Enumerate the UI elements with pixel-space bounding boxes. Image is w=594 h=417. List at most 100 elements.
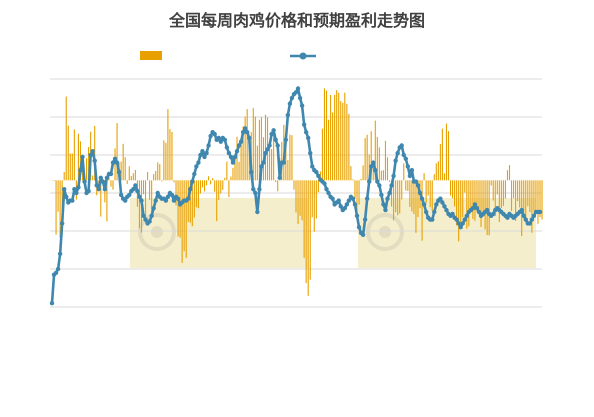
price-point <box>278 176 282 180</box>
profit-bar <box>210 180 211 184</box>
price-point <box>133 183 137 187</box>
profit-bar <box>180 180 181 237</box>
profit-bar <box>535 180 536 210</box>
profit-bar <box>397 180 398 215</box>
profit-bar <box>255 116 256 180</box>
price-point <box>442 204 446 208</box>
price-point <box>235 149 239 153</box>
profit-bar <box>72 153 73 180</box>
profit-bar <box>422 180 423 240</box>
profit-bar <box>468 180 469 226</box>
price-point <box>190 179 194 183</box>
profit-bar <box>314 180 315 231</box>
price-point <box>82 179 86 183</box>
profit-bar <box>383 170 384 180</box>
price-point <box>408 174 412 178</box>
price-point <box>58 252 62 256</box>
profit-bar <box>53 180 54 181</box>
price-point <box>294 90 298 94</box>
price-point <box>263 151 267 155</box>
price-point <box>255 210 259 214</box>
profit-bar <box>507 170 508 180</box>
profit-bar <box>426 180 427 203</box>
price-point <box>237 143 241 147</box>
price-point <box>389 183 393 187</box>
price-point <box>251 187 255 191</box>
price-point <box>444 208 448 212</box>
profit-bar <box>533 180 534 210</box>
price-point <box>93 159 97 163</box>
profit-bar <box>293 180 294 189</box>
price-point <box>477 210 481 214</box>
price-point <box>99 176 103 180</box>
profit-bar <box>66 96 67 180</box>
price-point <box>416 183 420 187</box>
profit-bar <box>173 180 174 182</box>
profit-bar <box>505 180 506 198</box>
price-point <box>62 187 66 191</box>
profit-bar <box>342 103 343 181</box>
price-point <box>308 151 312 155</box>
price-point <box>461 221 465 225</box>
profit-bar <box>257 146 258 181</box>
price-point <box>438 197 442 201</box>
profit-bar <box>112 180 113 189</box>
profit-bar <box>513 180 514 198</box>
profit-bar <box>470 180 471 208</box>
price-point <box>131 187 135 191</box>
profit-bar <box>208 176 209 180</box>
profit-bar <box>56 180 57 234</box>
profit-bar <box>446 124 447 181</box>
profit-bar <box>464 180 465 192</box>
profit-bar <box>531 180 532 232</box>
profit-bar <box>389 180 390 182</box>
price-point <box>247 136 251 140</box>
profit-bar <box>169 129 170 180</box>
profit-bar <box>289 135 290 181</box>
price-point <box>241 130 245 134</box>
price-point <box>410 168 414 172</box>
price-point <box>330 197 334 201</box>
profit-bar <box>462 180 463 217</box>
profit-bar <box>171 132 172 180</box>
price-point <box>371 160 375 164</box>
profit-bar <box>302 180 303 220</box>
price-point <box>101 179 105 183</box>
price-point <box>204 151 208 155</box>
profit-bar <box>529 180 530 212</box>
profit-bar <box>265 115 266 181</box>
profit-bar <box>182 180 183 263</box>
profit-bar <box>291 135 292 180</box>
profit-bar <box>163 140 164 180</box>
profit-bar <box>434 174 435 180</box>
price-point <box>351 197 355 201</box>
price-point <box>56 267 60 271</box>
profit-bar <box>452 180 453 198</box>
price-point <box>456 221 460 225</box>
price-point <box>151 206 155 210</box>
price-point <box>196 160 200 164</box>
price-point <box>377 183 381 187</box>
profit-bar <box>135 170 136 180</box>
price-point <box>282 160 286 164</box>
profit-bar <box>230 177 231 181</box>
profit-bar <box>340 101 341 180</box>
legend <box>140 51 316 60</box>
price-point <box>86 189 90 193</box>
price-point <box>302 122 306 126</box>
profit-bar <box>395 180 396 212</box>
price-point <box>310 164 314 168</box>
profit-bar <box>440 144 441 180</box>
price-point <box>306 136 310 140</box>
price-point <box>271 128 275 132</box>
price-point <box>265 147 269 151</box>
profit-bar <box>277 180 278 191</box>
profit-bar <box>350 166 351 180</box>
price-point <box>194 164 198 168</box>
price-point <box>273 138 277 142</box>
price-point <box>430 217 434 221</box>
profit-bar <box>324 88 325 180</box>
profit-bar <box>352 179 353 180</box>
price-point <box>463 217 467 221</box>
price-point <box>219 140 223 144</box>
